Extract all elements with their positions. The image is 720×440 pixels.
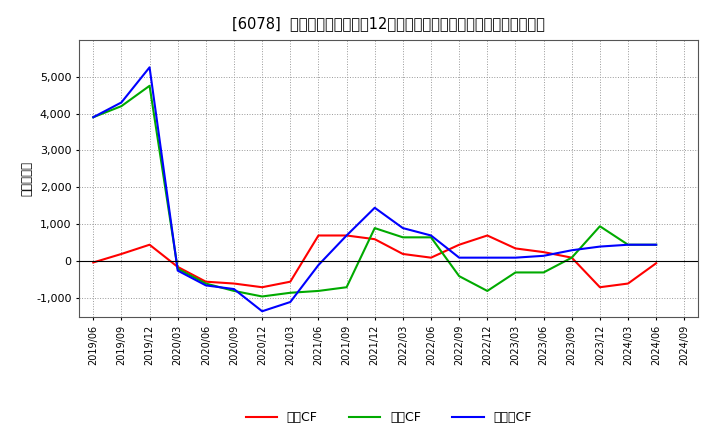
投資CF	[483, 288, 492, 293]
Line: 投資CF: 投資CF	[94, 86, 656, 297]
フリーCF	[399, 225, 408, 231]
フリーCF	[89, 114, 98, 120]
投資CF	[399, 235, 408, 240]
フリーCF	[427, 233, 436, 238]
フリーCF	[370, 205, 379, 210]
営業CF	[89, 260, 98, 265]
Line: 営業CF: 営業CF	[94, 235, 656, 287]
営業CF	[511, 246, 520, 251]
Y-axis label: （百万円）: （百万円）	[20, 161, 33, 196]
営業CF	[652, 260, 660, 266]
フリーCF	[624, 242, 632, 247]
フリーCF	[652, 242, 660, 247]
投資CF	[202, 281, 210, 286]
営業CF	[258, 285, 266, 290]
営業CF	[174, 264, 182, 270]
フリーCF	[145, 65, 154, 70]
投資CF	[117, 103, 126, 109]
投資CF	[624, 242, 632, 247]
投資CF	[567, 255, 576, 260]
投資CF	[652, 242, 660, 247]
投資CF	[427, 235, 436, 240]
フリーCF	[202, 283, 210, 288]
投資CF	[539, 270, 548, 275]
営業CF	[342, 233, 351, 238]
フリーCF	[483, 255, 492, 260]
営業CF	[567, 255, 576, 260]
フリーCF	[595, 244, 604, 249]
投資CF	[370, 225, 379, 231]
投資CF	[455, 274, 464, 279]
営業CF	[595, 285, 604, 290]
Title: [6078]  キャッシュフローの12か月移動合計の対前年同期増減額の推移: [6078] キャッシュフローの12か月移動合計の対前年同期増減額の推移	[233, 16, 545, 32]
Line: フリーCF: フリーCF	[94, 67, 656, 311]
投資CF	[230, 288, 238, 293]
フリーCF	[567, 248, 576, 253]
営業CF	[370, 237, 379, 242]
投資CF	[258, 294, 266, 299]
営業CF	[202, 279, 210, 284]
Legend: 営業CF, 投資CF, フリーCF: 営業CF, 投資CF, フリーCF	[240, 406, 537, 429]
フリーCF	[117, 100, 126, 105]
投資CF	[595, 224, 604, 229]
投資CF	[342, 285, 351, 290]
営業CF	[427, 255, 436, 260]
営業CF	[483, 233, 492, 238]
フリーCF	[342, 233, 351, 238]
フリーCF	[314, 262, 323, 268]
フリーCF	[539, 253, 548, 258]
営業CF	[286, 279, 294, 284]
営業CF	[399, 251, 408, 257]
営業CF	[455, 242, 464, 247]
フリーCF	[174, 268, 182, 273]
営業CF	[314, 233, 323, 238]
投資CF	[174, 266, 182, 271]
営業CF	[117, 251, 126, 257]
フリーCF	[230, 286, 238, 292]
営業CF	[230, 281, 238, 286]
フリーCF	[455, 255, 464, 260]
フリーCF	[258, 308, 266, 314]
営業CF	[539, 249, 548, 255]
フリーCF	[286, 299, 294, 304]
投資CF	[511, 270, 520, 275]
投資CF	[89, 114, 98, 120]
フリーCF	[511, 255, 520, 260]
投資CF	[314, 288, 323, 293]
営業CF	[145, 242, 154, 247]
営業CF	[624, 281, 632, 286]
投資CF	[286, 290, 294, 295]
投資CF	[145, 83, 154, 88]
